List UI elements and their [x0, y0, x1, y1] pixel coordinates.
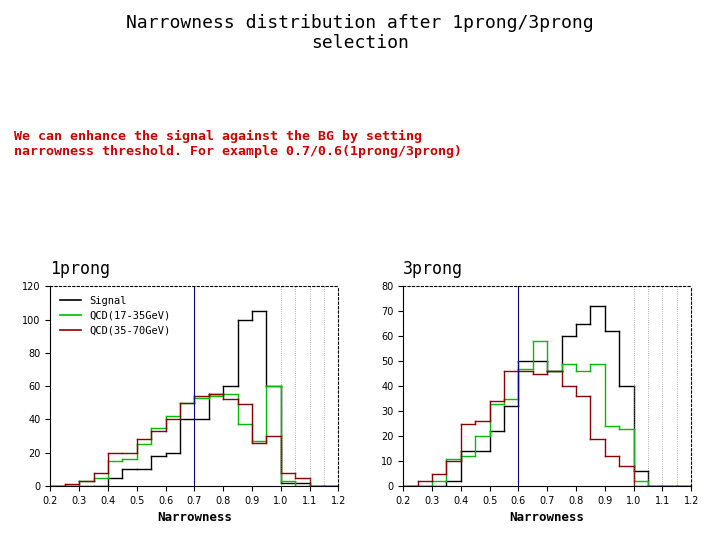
- X-axis label: Narrowness: Narrowness: [157, 511, 232, 524]
- Legend: Signal, QCD(17-35GeV), QCD(35-70GeV): Signal, QCD(17-35GeV), QCD(35-70GeV): [55, 292, 174, 340]
- Text: Narrowness distribution after 1prong/3prong
selection: Narrowness distribution after 1prong/3pr…: [126, 14, 594, 52]
- Text: 3prong: 3prong: [403, 260, 463, 278]
- Text: 1prong: 1prong: [50, 260, 110, 278]
- X-axis label: Narrowness: Narrowness: [510, 511, 585, 524]
- Text: We can enhance the signal against the BG by setting
narrowness threshold. For ex: We can enhance the signal against the BG…: [14, 130, 462, 158]
